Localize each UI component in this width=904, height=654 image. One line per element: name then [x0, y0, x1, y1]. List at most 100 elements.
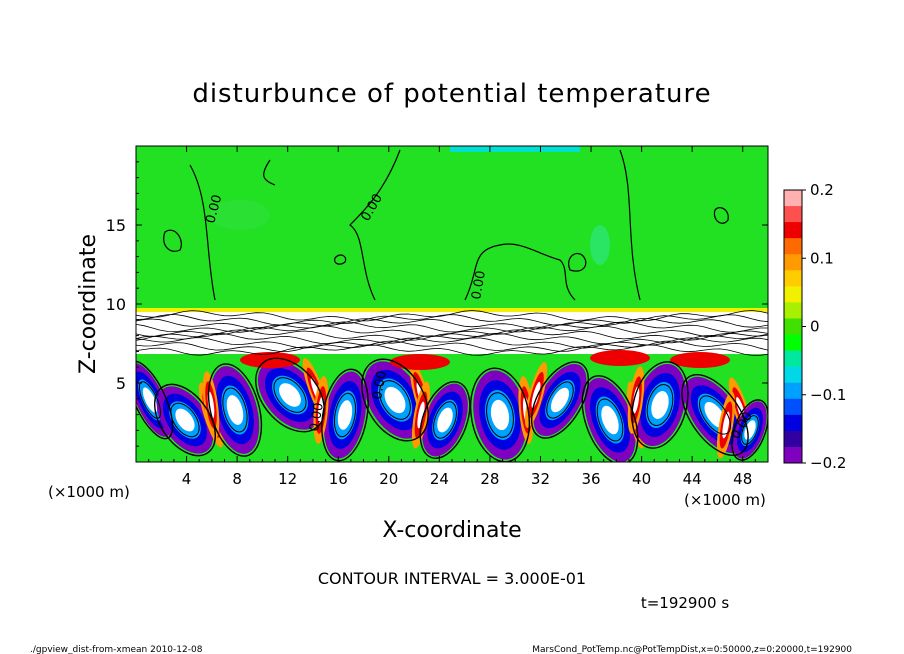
cell-contour [646, 383, 674, 427]
y-tick-label: 15 [106, 216, 126, 235]
contour-label: 0.00 [370, 370, 390, 401]
contour-label-group: 0.00 0.00 0.00 0.00 0.00 0.00 [203, 191, 756, 442]
contour-path [263, 159, 276, 186]
colorbar-ticks: 0.2 0.1 0 −0.1 −0.2 [802, 181, 846, 472]
contour-path [349, 149, 401, 301]
contour-label: 0.00 [469, 270, 489, 301]
colorbar-segment [784, 334, 802, 352]
colorbar-segment [784, 318, 802, 336]
contour-path [619, 149, 641, 301]
cell-contour [486, 392, 514, 438]
interface-contour [136, 337, 768, 349]
cell-warm-plume [207, 391, 215, 419]
x-tick-label: 20 [379, 470, 398, 488]
cell-warm-plume [632, 386, 640, 414]
cell-contour [546, 381, 574, 419]
x-axis-label: X-coordinate [382, 518, 521, 543]
y-tick-label: 5 [116, 374, 126, 393]
colorbar-segment [784, 222, 802, 239]
colorbar-segment [784, 430, 802, 448]
contour-lines [136, 310, 768, 462]
x-tick-label: 36 [581, 470, 600, 488]
cell-warm-plume [722, 411, 730, 439]
cell-contour [138, 381, 162, 419]
cell-ring [437, 407, 453, 433]
cell-contour [207, 363, 263, 457]
contour-label: 0.00 [203, 193, 225, 225]
cell-warm-plume [417, 401, 425, 429]
upper-contours [163, 149, 729, 301]
x-tick-label: 24 [430, 470, 449, 488]
warm-band [240, 352, 300, 368]
colorbar-segment [784, 382, 802, 400]
x-axis-ticks: 4 8 12 16 20 24 28 32 36 40 44 48 [148, 146, 756, 488]
colorbar-segment [784, 350, 802, 368]
colorbar-segment [784, 286, 802, 303]
colorbar-segment [784, 270, 802, 287]
cell-ring [601, 405, 619, 435]
cell-contour [255, 357, 325, 433]
colorbar-segment [784, 238, 802, 255]
x-unit-right: (×1000 m) [684, 491, 766, 509]
colorbar-tick-label: −0.2 [810, 454, 846, 472]
cell-contour [321, 368, 369, 462]
cell-contour [273, 377, 307, 413]
colorbar-segment [784, 398, 802, 416]
chart-title: disturbunce of potential temperature [192, 79, 711, 109]
contour-path [189, 164, 216, 301]
x-tick-label: 4 [182, 470, 192, 488]
time-label: t=192900 s [641, 594, 729, 612]
cell-warm-plume [531, 381, 541, 409]
contour-loop [713, 207, 729, 224]
interface-contour [136, 332, 768, 345]
interface-contour [136, 325, 768, 338]
x-tick-label: 8 [232, 470, 242, 488]
warm-band [590, 350, 650, 366]
cell-contour [681, 373, 749, 457]
colorbar-tick-label: 0 [810, 318, 820, 336]
x-tick-label: 28 [480, 470, 499, 488]
warm-band [670, 352, 730, 368]
x-tick-label: 12 [278, 470, 297, 488]
cell-contour [379, 380, 411, 420]
footer-right: MarsCond_PotTemp.nc@PotTempDist,x=0:5000… [532, 645, 852, 654]
colorbar-segment [784, 414, 802, 432]
contour-interval-text: CONTOUR INTERVAL = 3.000E-01 [318, 569, 586, 588]
cell-ring [651, 391, 669, 419]
cell-contour [419, 381, 471, 459]
upper-patch [590, 225, 610, 265]
x-tick-label: 44 [683, 470, 702, 488]
interface-contour [136, 344, 768, 356]
cell-ring [142, 387, 158, 413]
interface-contour [136, 318, 768, 330]
cell-contour [361, 358, 429, 442]
cell-ring [175, 408, 195, 432]
cell-ring [490, 399, 510, 431]
cell-contour [433, 401, 457, 439]
cell-ring [744, 420, 756, 440]
colorbar-tick-label: 0.2 [810, 181, 834, 199]
contour-loop [568, 252, 587, 272]
colorbar-segment [784, 446, 802, 464]
contour-path [464, 243, 576, 301]
x-unit-left: (×1000 m) [48, 483, 130, 501]
cell-contour [530, 361, 590, 439]
top-strip [450, 146, 580, 152]
x-tick-label: 16 [329, 470, 348, 488]
colorbar-segment [784, 366, 802, 384]
footer-left: ./gpview_dist-from-xmean 2010-12-08 [30, 645, 203, 654]
colorbar-tick-label: −0.1 [810, 386, 846, 404]
interface-line [136, 308, 768, 312]
cell-contour [698, 395, 732, 435]
colorbar [783, 189, 803, 464]
colorbar-segment [784, 302, 802, 319]
cell-contour [154, 383, 216, 457]
colorbar-tick-label: 0.1 [810, 249, 834, 267]
upper-patch [210, 200, 270, 230]
y-tick-label: 10 [106, 295, 126, 314]
plot-area [136, 146, 768, 462]
interface-contour [136, 329, 768, 341]
interface-contour [136, 314, 768, 326]
y-axis-label: Z-coordinate [76, 234, 101, 374]
interface-contour [136, 340, 768, 352]
